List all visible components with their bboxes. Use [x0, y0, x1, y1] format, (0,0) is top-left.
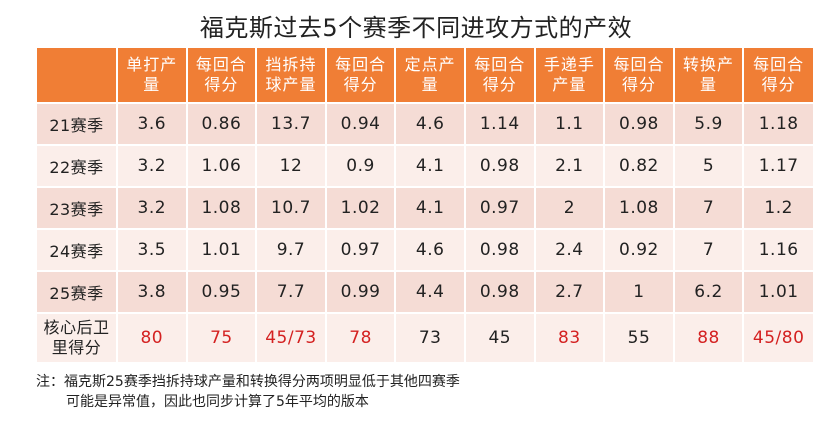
column-header-transition-ppp: 每回合得分 [743, 48, 813, 103]
column-header-label [37, 48, 118, 103]
table-cell: 2.1 [534, 144, 606, 187]
table-cell: 0.9 [325, 144, 397, 187]
table-cell: 1.16 [743, 228, 813, 271]
table-cell: 13.7 [256, 102, 327, 145]
table-cell: 1.18 [743, 102, 813, 145]
table-cell: 0.86 [186, 102, 258, 145]
footnote: 注：福克斯25赛季挡拆持球产量和转换得分两项明显低于其他四赛季 可能是异常值，因… [36, 372, 460, 412]
summary-cell: 45/73 [256, 312, 327, 362]
row-label: 23赛季 [37, 186, 118, 229]
table-cell: 0.98 [464, 270, 536, 313]
footnote-line-1: 注：福克斯25赛季挡拆持球产量和转换得分两项明显低于其他四赛季 [36, 374, 460, 390]
table-cell: 3.2 [117, 144, 188, 187]
summary-cell: 45/80 [743, 312, 813, 362]
table-cell: 0.95 [186, 270, 258, 313]
table-cell: 2.7 [534, 270, 606, 313]
table-cell: 5.9 [673, 102, 745, 145]
column-header-handoff-volume: 手递手产量 [534, 48, 606, 103]
table-cell: 3.8 [117, 270, 188, 313]
table-cell: 12 [256, 144, 327, 187]
table-cell: 1.06 [186, 144, 258, 187]
table-row: 21赛季 3.6 0.86 13.7 0.94 4.6 1.14 1.1 0.9… [37, 102, 813, 145]
summary-row: 核心后卫里得分 80 75 45/73 78 73 45 83 55 88 45… [37, 312, 813, 362]
table-cell: 0.98 [464, 228, 536, 271]
table-cell: 1.02 [325, 186, 397, 229]
row-label: 25赛季 [37, 270, 118, 313]
row-label: 24赛季 [37, 228, 118, 271]
table-cell: 3.5 [117, 228, 188, 271]
table-cell: 0.98 [464, 144, 536, 187]
column-header-spotup-volume: 定点产量 [395, 48, 466, 103]
table-cell: 3.6 [117, 102, 188, 145]
table-cell: 4.6 [395, 102, 466, 145]
summary-cell: 45 [464, 312, 536, 362]
table-row: 25赛季 3.8 0.95 7.7 0.99 4.4 0.98 2.7 1 6.… [37, 270, 813, 313]
footnote-line-2: 可能是异常值，因此也同步计算了5年平均的版本 [66, 394, 369, 410]
column-header-spotup-ppp: 每回合得分 [464, 48, 536, 103]
table-cell: 2.4 [534, 228, 606, 271]
table-cell: 1.17 [743, 144, 813, 187]
summary-cell: 88 [673, 312, 745, 362]
table-cell: 1.2 [743, 186, 813, 229]
table-cell: 7.7 [256, 270, 327, 313]
summary-cell: 83 [534, 312, 606, 362]
table-cell: 5 [673, 144, 745, 187]
table-cell: 0.94 [325, 102, 397, 145]
table-cell: 2 [534, 186, 606, 229]
row-label: 22赛季 [37, 144, 118, 187]
row-label: 21赛季 [37, 102, 118, 145]
column-header-pnr-volume: 挡拆持球产量 [256, 48, 327, 103]
table-cell: 0.92 [604, 228, 675, 271]
table-cell: 1.01 [186, 228, 258, 271]
summary-cell: 73 [395, 312, 466, 362]
table-header-row: 单打产量 每回合得分 挡拆持球产量 每回合得分 定点产量 每回合得分 手递手产量… [37, 48, 813, 103]
column-header-transition-volume: 转换产量 [673, 48, 745, 103]
column-header-isolation-ppp: 每回合得分 [186, 48, 258, 103]
table-cell: 7 [673, 186, 745, 229]
table-cell: 0.82 [604, 144, 675, 187]
table-cell: 7 [673, 228, 745, 271]
table-cell: 0.99 [325, 270, 397, 313]
summary-cell: 78 [325, 312, 397, 362]
summary-label: 核心后卫里得分 [37, 312, 118, 362]
table-cell: 3.2 [117, 186, 188, 229]
table-cell: 9.7 [256, 228, 327, 271]
table-cell: 1.01 [743, 270, 813, 313]
table-row: 24赛季 3.5 1.01 9.7 0.97 4.6 0.98 2.4 0.92… [37, 228, 813, 271]
column-header-handoff-ppp: 每回合得分 [604, 48, 675, 103]
summary-cell: 75 [186, 312, 258, 362]
table-cell: 1 [604, 270, 675, 313]
table-cell: 0.97 [464, 186, 536, 229]
table-cell: 6.2 [673, 270, 745, 313]
table-cell: 0.97 [325, 228, 397, 271]
table-cell: 10.7 [256, 186, 327, 229]
column-header-pnr-ppp: 每回合得分 [325, 48, 397, 103]
page-title: 福克斯过去5个赛季不同进攻方式的产效 [199, 14, 633, 42]
table-cell: 1.08 [186, 186, 258, 229]
table-cell: 1.08 [604, 186, 675, 229]
table-cell: 4.4 [395, 270, 466, 313]
summary-cell: 55 [604, 312, 675, 362]
table-row: 22赛季 3.2 1.06 12 0.9 4.1 0.98 2.1 0.82 5… [37, 144, 813, 187]
table-row: 23赛季 3.2 1.08 10.7 1.02 4.1 0.97 2 1.08 … [37, 186, 813, 229]
column-header-isolation-volume: 单打产量 [117, 48, 188, 103]
stats-table: 单打产量 每回合得分 挡拆持球产量 每回合得分 定点产量 每回合得分 手递手产量… [37, 48, 813, 362]
summary-cell: 80 [117, 312, 188, 362]
table-cell: 0.98 [604, 102, 675, 145]
table-cell: 4.6 [395, 228, 466, 271]
table-cell: 4.1 [395, 144, 466, 187]
table-cell: 1.14 [464, 102, 536, 145]
table-cell: 4.1 [395, 186, 466, 229]
table-cell: 1.1 [534, 102, 606, 145]
